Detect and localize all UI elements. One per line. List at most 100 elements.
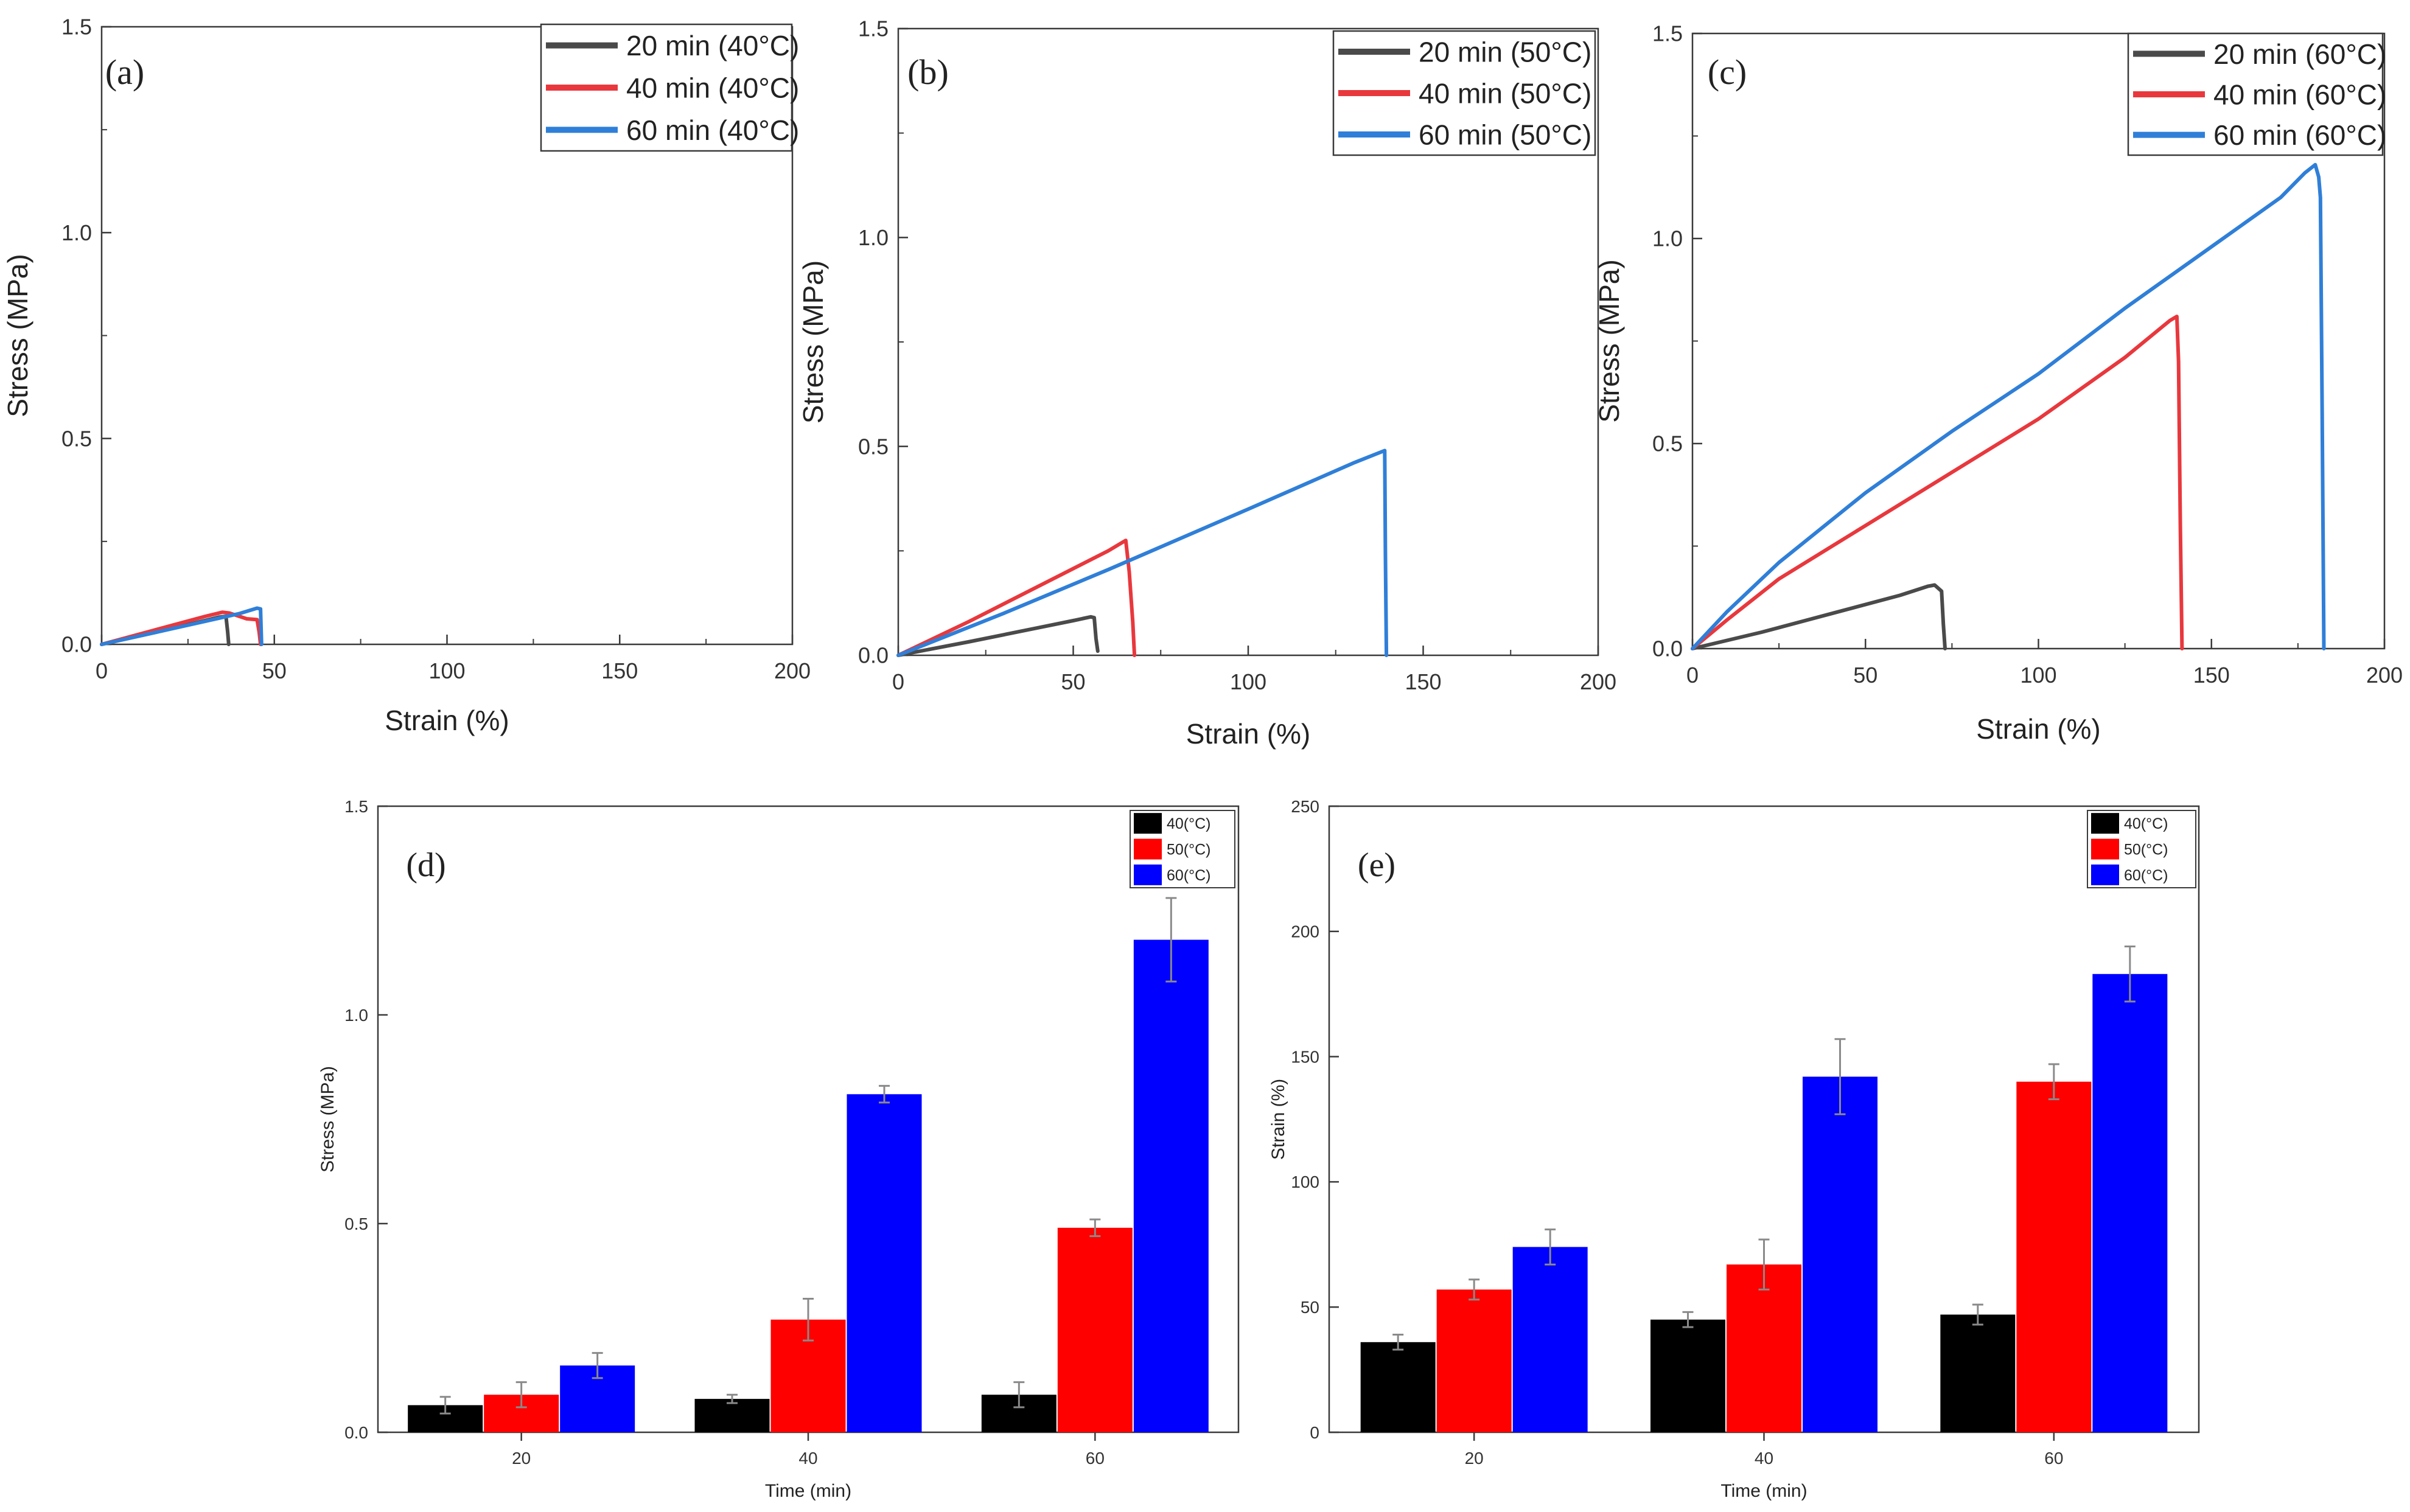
y-tick-label: 200: [1291, 922, 1319, 941]
y-tick-label: 1.0: [61, 220, 92, 245]
x-tick-label: 200: [774, 658, 811, 683]
panel-a: (a) 0.0 0.5 1.0 1.5 Stress (MPa) Strain (%) 0 50…: [2, 15, 811, 736]
legend-swatch: [1134, 813, 1162, 834]
legend-label: 60(°C): [1167, 867, 1211, 884]
x-tick-label: 60: [2044, 1449, 2063, 1468]
legend-label: 20 min (50°C): [1419, 37, 1591, 68]
x-tick-label: 20: [1465, 1449, 1484, 1468]
legend-swatch: [2091, 813, 2119, 834]
series-line-2: [100, 610, 263, 646]
bar: [2016, 1081, 2092, 1432]
series-line-3: [1691, 162, 2326, 650]
legend-label: 60 min (50°C): [1419, 119, 1591, 151]
legend-label: 20 min (40°C): [626, 30, 799, 61]
panel-b: (b) 0.0 0.5 1.0 1.5 Stress (MPa) Strain (%) 0 50…: [797, 16, 1616, 750]
bar: [1512, 1247, 1588, 1432]
bar: [1727, 1264, 1801, 1432]
x-tick-label: 40: [798, 1449, 817, 1468]
legend-label: 40 min (40°C): [626, 72, 799, 104]
y-axis-label: Stress (MPa): [1593, 259, 1625, 422]
bar: [1650, 1319, 1725, 1432]
legend: 20 min (50°C) 40 min (50°C) 60 min (50°C): [1332, 30, 1596, 156]
x-tick-label: 40: [1755, 1449, 1773, 1468]
x-tick-label: 100: [2020, 663, 2056, 688]
x-tick-label: 50: [1853, 663, 1877, 688]
legend-label: 20 min (60°C): [2213, 38, 2386, 70]
panel-label: (a): [105, 52, 144, 92]
y-tick-label: 0.0: [344, 1423, 368, 1442]
bar: [2092, 974, 2168, 1432]
y-tick-label: 1.5: [1652, 21, 1683, 46]
legend: 40(°C) 50(°C) 60(°C): [2087, 810, 2196, 888]
panel-label: (d): [406, 846, 445, 884]
x-axis-label: Time (min): [1720, 1481, 1807, 1501]
y-tick-label: 100: [1291, 1172, 1319, 1191]
x-tick-label: 200: [1580, 669, 1616, 694]
bar: [694, 1399, 770, 1432]
legend-label: 40 min (60°C): [2213, 79, 2386, 111]
legend-label: 50(°C): [2124, 841, 2168, 859]
bar: [1057, 1227, 1133, 1432]
y-tick-label: 0: [1310, 1423, 1319, 1442]
legend-label: 60 min (60°C): [2213, 119, 2386, 151]
legend-label: 50(°C): [1167, 841, 1211, 859]
legend-label: 40(°C): [1167, 815, 1211, 832]
panel-d: (d) 0.0 0.5 1.0 1.5 Stress (MPa) Time (min) 20 4…: [318, 797, 1240, 1501]
legend-swatch: [1134, 838, 1162, 860]
y-tick-label: 0.0: [858, 643, 889, 668]
legend-swatch: [2091, 864, 2119, 885]
y-tick-label: 0.0: [1652, 636, 1683, 661]
x-tick-label: 50: [262, 658, 287, 683]
y-tick-label: 1.0: [858, 225, 889, 250]
x-tick-label: 150: [601, 658, 638, 683]
y-tick-label: 1.5: [858, 16, 889, 41]
legend-swatch: [2091, 838, 2119, 860]
panel-label: (b): [907, 52, 949, 92]
y-tick-label: 250: [1291, 797, 1319, 816]
bar: [1803, 1076, 1877, 1432]
series-line-2: [1691, 315, 2184, 650]
y-axis-label: Stress (MPa): [797, 260, 829, 423]
panel-label: (c): [1708, 52, 1747, 92]
series-line-3: [100, 606, 264, 646]
bar: [1133, 939, 1209, 1432]
x-tick-label: 100: [1230, 669, 1266, 694]
legend: 20 min (40°C) 40 min (40°C) 60 min (40°C): [540, 23, 799, 152]
legend-label: 40(°C): [2124, 815, 2168, 832]
x-axis-label: Strain (%): [385, 705, 509, 736]
x-tick-label: 200: [2366, 663, 2403, 688]
legend-label: 60 min (40°C): [626, 114, 799, 146]
series-line-1: [896, 615, 1100, 657]
series-line-2: [896, 538, 1137, 657]
panel-c: (c) 0.0 0.5 1.0 1.5 Stress (MPa) Strain (%) 0 50…: [1593, 21, 2403, 745]
series-line-1: [1691, 583, 1947, 650]
y-axis-label: Stress (MPa): [2, 254, 33, 417]
legend: 20 min (60°C) 40 min (60°C) 60 min (60°C): [2127, 32, 2386, 156]
y-tick-label: 0.5: [344, 1214, 368, 1233]
y-tick-label: 1.0: [344, 1006, 368, 1025]
x-tick-label: 20: [512, 1449, 531, 1468]
y-tick-label: 150: [1291, 1047, 1319, 1066]
y-tick-label: 1.0: [1652, 226, 1683, 251]
x-axis-label: Strain (%): [1186, 718, 1310, 750]
x-tick-label: 100: [428, 658, 465, 683]
legend: 40(°C) 50(°C) 60(°C): [1130, 810, 1235, 888]
y-axis-label: Strain (%): [1268, 1079, 1288, 1160]
bar: [847, 1094, 922, 1432]
y-tick-label: 0.5: [61, 426, 92, 451]
x-tick-label: 50: [1061, 669, 1085, 694]
legend-label: 60(°C): [2124, 867, 2168, 884]
y-axis-label: Stress (MPa): [318, 1066, 338, 1172]
legend-swatch: [1134, 864, 1162, 885]
x-tick-label: 60: [1086, 1449, 1105, 1468]
x-tick-label: 150: [1405, 669, 1441, 694]
x-tick-label: 0: [96, 658, 108, 683]
panel-e: (e) 0 50 100 150 200 250 Strain (%) Time (min) 20…: [1268, 797, 2200, 1501]
series-line-3: [896, 448, 1389, 657]
y-tick-label: 50: [1301, 1298, 1319, 1317]
bar: [1940, 1314, 2016, 1432]
y-tick-label: 0.5: [858, 434, 889, 459]
bar: [1436, 1289, 1512, 1432]
x-axis-label: Strain (%): [1976, 713, 2100, 745]
